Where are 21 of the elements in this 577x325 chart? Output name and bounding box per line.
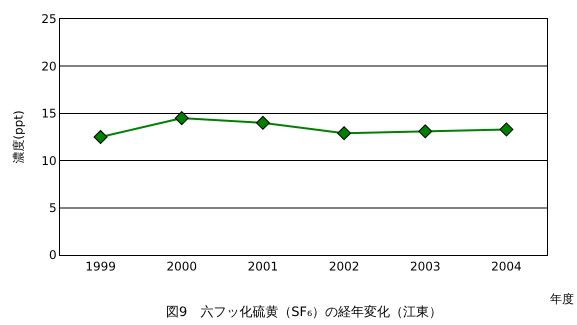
y-axis-title: 濃度(ppt) [12,110,26,164]
y-tick-label: 10 [41,154,57,168]
x-tick-label: 2003 [410,259,441,274]
y-tick-label: 25 [41,12,57,26]
x-tick-label: 2004 [491,259,522,274]
y-tick-label: 15 [41,106,57,121]
x-tick-label: 1999 [85,259,116,274]
point [256,116,270,130]
x-axis-title: 年度 [550,292,574,306]
x-tick-label: 2000 [166,259,198,274]
y-tick-label: 20 [41,59,57,74]
text: 図9 六フッ化硫黄（SF₆）の経年変化（江東） [166,304,442,320]
point [337,126,352,140]
point [499,122,514,136]
x-tick-label: 2001 [248,259,278,274]
x-tick-label: 2002 [328,259,360,274]
point [174,111,189,126]
point [418,124,432,138]
point [94,130,108,144]
y-tick-label: 0 [48,248,57,262]
y-tick-label: 5 [48,201,57,215]
